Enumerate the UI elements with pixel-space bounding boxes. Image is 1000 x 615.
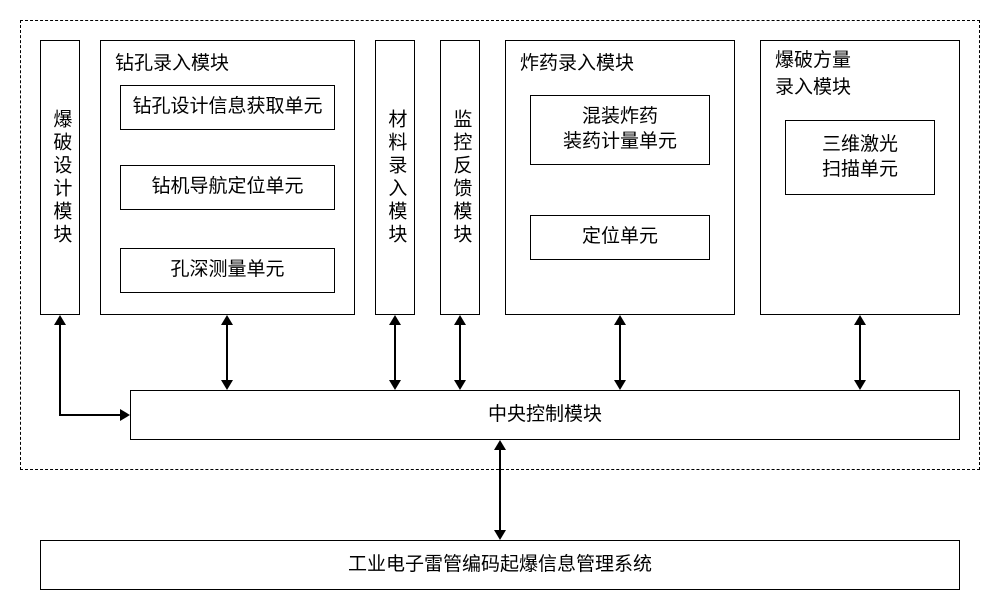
blast-volume-unit-0: 三维激光 扫描单元: [785, 120, 935, 195]
drill-unit-1: 钻机导航定位单元: [120, 165, 335, 210]
blast-volume-title-text: 爆破方量 录入模块: [775, 50, 851, 98]
arrow-6-v: [859, 323, 861, 382]
arrow-1-right: [120, 409, 130, 421]
arrow-5-v: [619, 323, 621, 382]
material-entry-module: 材料录入模块: [375, 40, 415, 315]
arrow-5-down: [614, 380, 626, 390]
material-entry-label: 材料录入模块: [383, 109, 408, 247]
drill-unit-0: 钻孔设计信息获取单元: [120, 85, 335, 130]
drill-entry-title: 钻孔录入模块: [115, 48, 229, 75]
central-control-module: 中央控制模块: [130, 390, 960, 440]
drill-unit-2: 孔深测量单元: [120, 248, 335, 293]
blast-design-module: 爆破设计模块: [40, 40, 80, 315]
explosive-unit-1: 定位单元: [530, 215, 710, 260]
arrow-7-down: [494, 530, 506, 540]
arrow-6-down: [854, 380, 866, 390]
explosive-entry-module: [505, 40, 735, 315]
arrow-4-v: [459, 323, 461, 382]
explosive-unit-0-label: 混装炸药 装药计量单元: [563, 105, 677, 154]
arrow-3-v: [394, 323, 396, 382]
arrow-3-down: [389, 380, 401, 390]
monitor-feedback-label: 监控反馈模块: [448, 109, 473, 247]
explosive-entry-title: 炸药录入模块: [520, 48, 634, 75]
arrow-2-down: [221, 380, 233, 390]
monitor-feedback-module: 监控反馈模块: [440, 40, 480, 315]
explosive-unit-0: 混装炸药 装药计量单元: [530, 95, 710, 165]
external-system: 工业电子雷管编码起爆信息管理系统: [40, 540, 960, 590]
arrow-4-down: [454, 380, 466, 390]
blast-volume-title: 爆破方量 录入模块: [775, 48, 851, 101]
arrow-2-v: [226, 323, 228, 382]
blast-design-label: 爆破设计模块: [48, 109, 73, 247]
arrow-1-h: [59, 414, 120, 416]
arrow-1-v: [59, 323, 61, 415]
blast-volume-unit-0-label: 三维激光 扫描单元: [822, 133, 898, 182]
arrow-7-v: [499, 448, 501, 532]
